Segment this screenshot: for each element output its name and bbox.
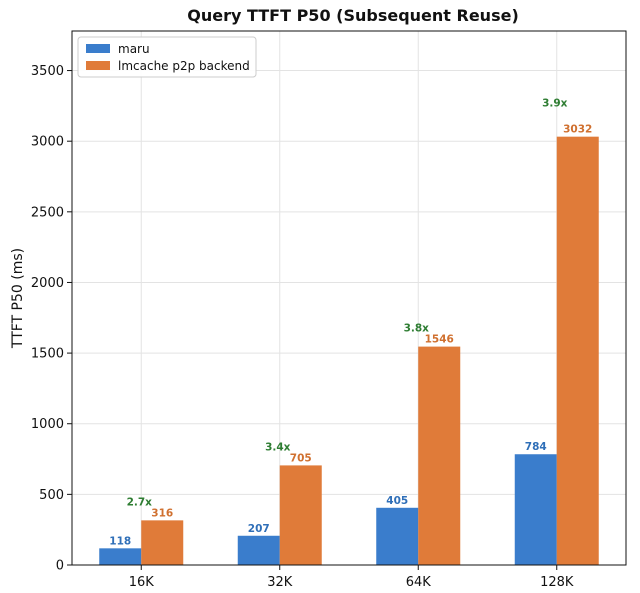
data-labels: 118 207 405 784 316 705 1546 3032 2.7x 3.4x 3.8x 3.…: [109, 98, 592, 548]
bar-value-label: 207: [248, 523, 270, 535]
y-tick-label: 1500: [31, 347, 64, 362]
y-tick-label: 2000: [31, 276, 64, 291]
x-tick-label: 128K: [540, 575, 574, 590]
bar-value-label: 316: [151, 507, 173, 519]
legend-label: lmcache p2p backend: [118, 59, 250, 73]
y-tick-label: 1000: [31, 417, 64, 432]
bar-lmcache: [141, 520, 184, 565]
y-tick-label: 2500: [31, 205, 64, 220]
x-tick-label: 16K: [129, 575, 155, 590]
y-tick-label: 3000: [31, 135, 64, 150]
y-axis-label: TTFT P50 (ms): [10, 248, 26, 349]
bar-lmcache: [279, 465, 322, 565]
speedup-ratio-label: 3.8x: [404, 323, 430, 335]
bar-value-label: 1546: [425, 334, 454, 346]
legend: maru lmcache p2p backend: [77, 36, 257, 78]
speedup-ratio-label: 2.7x: [127, 496, 153, 508]
bar-lmcache: [418, 346, 461, 565]
bar-maru: [514, 454, 557, 565]
bar-maru: [237, 535, 280, 565]
plot-frame: [71, 30, 627, 566]
speedup-ratio-label: 3.9x: [542, 98, 568, 110]
bar-value-label: 3032: [563, 124, 592, 136]
x-tick-label: 32K: [267, 575, 293, 590]
y-tick-label: 3500: [31, 64, 64, 79]
x-tick-label: 64K: [406, 575, 432, 590]
bar-value-label: 405: [386, 495, 408, 507]
legend-label: maru: [118, 42, 150, 56]
legend-box: [77, 36, 257, 78]
y-tick-label: 500: [39, 488, 64, 503]
speedup-ratio-label: 3.4x: [265, 441, 291, 453]
bar-value-label: 784: [525, 441, 547, 453]
ticks: 0 500 1000 1500 2000 2500 3000 3500 16K 32K 64K 128…: [31, 64, 574, 590]
bars: [99, 136, 599, 565]
bar-value-label: 705: [290, 452, 312, 464]
legend-swatch: [86, 44, 110, 53]
bar-maru: [99, 548, 142, 565]
legend-swatch: [86, 61, 110, 70]
bar-maru: [376, 507, 419, 565]
chart-title: Query TTFT P50 (Subsequent Reuse): [187, 6, 519, 25]
y-tick-label: 0: [56, 559, 64, 574]
bar-lmcache: [556, 136, 599, 565]
bar-value-label: 118: [109, 535, 131, 547]
